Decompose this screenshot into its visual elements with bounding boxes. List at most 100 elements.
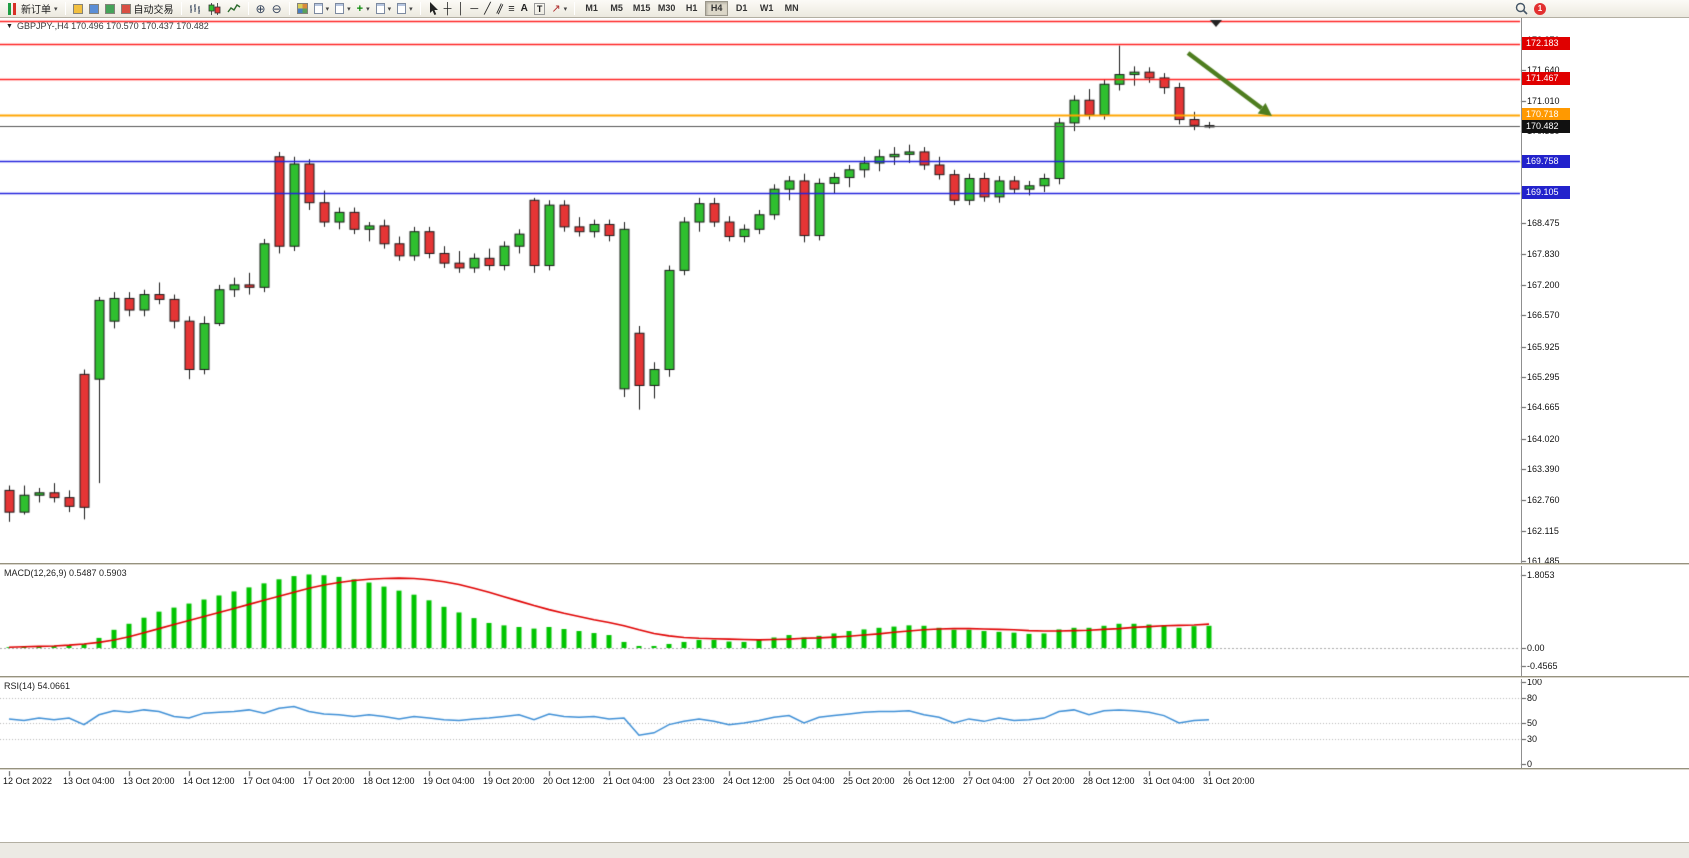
pane-separator[interactable] <box>0 768 1689 771</box>
new-chart-icon <box>313 3 323 14</box>
autotrading-button[interactable]: 自动交易 <box>118 1 177 17</box>
navigator-icon <box>104 3 115 14</box>
timeframe-MN[interactable]: MN <box>784 3 799 13</box>
one-click-trading-toggle-icon[interactable]: ▼ <box>6 22 13 30</box>
new-order-button[interactable]: 新订单 ▾ <box>3 1 61 17</box>
zoom-out-button[interactable]: ⊖ <box>269 1 285 17</box>
crosshair-button[interactable]: ┼ <box>441 1 455 17</box>
time-axis-label: 25 Oct 04:00 <box>783 776 835 786</box>
new-order-icon <box>6 2 18 15</box>
pane-separator[interactable] <box>0 563 1689 566</box>
periods-button[interactable]: ▾ <box>373 1 395 17</box>
vertical-line-button[interactable]: │ <box>454 1 467 17</box>
price-line-badge: 169.758 <box>1522 154 1570 168</box>
toolbar-separator <box>64 2 66 15</box>
timeframe-M30[interactable]: M30 <box>657 3 676 13</box>
symbol-ohlc-text: GBPJPY-,H4 170.496 170.570 170.437 170.4… <box>16 21 209 31</box>
search-icon[interactable] <box>1515 2 1528 15</box>
periods-icon <box>375 3 385 14</box>
line-chart-button[interactable] <box>224 1 244 17</box>
timeframe-M1[interactable]: M1 <box>585 3 598 13</box>
timeframes-toolbar: M1 M5 M15 M30 H1 H4 D1 W1 MN <box>579 1 804 16</box>
horizontal-line-button[interactable]: ─ <box>467 1 481 17</box>
trendline-button[interactable]: ╱ <box>481 1 494 17</box>
chevron-down-icon: ▾ <box>366 5 370 13</box>
candlestick-chart-button[interactable] <box>205 1 224 17</box>
timeframe-D1[interactable]: D1 <box>735 3 748 13</box>
channel-icon: ∥ <box>494 1 505 16</box>
indicators-button[interactable]: + ▾ <box>354 1 373 17</box>
chevron-down-icon: ▾ <box>347 5 351 13</box>
price-axis-label: 165.295 <box>1527 371 1560 382</box>
time-axis-label: 12 Oct 2022 <box>3 776 53 786</box>
price-axis-label: 164.665 <box>1527 402 1560 413</box>
chart-header: ▼ GBPJPY-,H4 170.496 170.570 170.437 170… <box>6 21 209 31</box>
new-chart-button[interactable]: ▾ <box>311 1 333 17</box>
rsi-axis-label: 50 <box>1527 718 1538 728</box>
pane-separator[interactable] <box>0 676 1689 679</box>
time-axis-label: 19 Oct 20:00 <box>483 776 535 786</box>
label-tool-button[interactable]: T <box>531 1 549 17</box>
time-axis-label: 27 Oct 20:00 <box>1023 776 1075 786</box>
market-watch-button[interactable] <box>70 1 86 17</box>
chevron-down-icon: ▾ <box>409 5 413 13</box>
time-axis-label: 21 Oct 04:00 <box>603 776 655 786</box>
bar-chart-button[interactable] <box>186 1 205 17</box>
chevron-down-icon: ▾ <box>563 5 568 13</box>
zoom-out-icon: ⊖ <box>271 1 282 16</box>
time-axis-label: 27 Oct 04:00 <box>963 776 1015 786</box>
timeframe-M5[interactable]: M5 <box>610 3 623 13</box>
text-tool-button[interactable]: A <box>518 1 531 17</box>
data-window-button[interactable] <box>86 1 102 17</box>
time-axis-label: 17 Oct 20:00 <box>303 776 355 786</box>
trendline-icon: ╱ <box>484 2 491 15</box>
toolbar-separator <box>180 2 182 15</box>
navigator-button[interactable] <box>102 1 118 17</box>
line-chart-icon <box>226 3 240 12</box>
price-axis-label: 161.485 <box>1527 556 1560 567</box>
arrows-tool-button[interactable]: ↗ ▾ <box>548 1 570 17</box>
tile-windows-button[interactable] <box>294 1 311 17</box>
toolbar-separator <box>419 2 421 15</box>
chevron-down-icon: ▾ <box>54 5 58 13</box>
timeframe-M15[interactable]: M15 <box>632 3 651 13</box>
notification-badge[interactable]: 1 <box>1534 2 1546 15</box>
macd-axis-label: 1.8053 <box>1527 570 1555 581</box>
timeframe-H4[interactable]: H4 <box>705 1 729 16</box>
price-axis-label: 166.570 <box>1527 310 1560 321</box>
fibonacci-button[interactable]: ≡ <box>505 1 517 17</box>
price-axis-border <box>1521 18 1522 771</box>
macd-pane-label: MACD(12,26,9) 0.5487 0.5903 <box>4 568 127 578</box>
time-axis-label: 13 Oct 20:00 <box>123 776 175 786</box>
channel-button[interactable]: ∥ <box>494 1 506 17</box>
arrows-tool-icon: ↗ <box>551 2 561 15</box>
rsi-pane-label: RSI(14) 54.0661 <box>4 681 71 691</box>
chevron-down-icon: ▾ <box>387 5 392 13</box>
candlestick-chart-icon <box>208 2 220 15</box>
time-axis-label: 14 Oct 12:00 <box>183 776 235 786</box>
price-line-badge: 171.467 <box>1522 72 1570 86</box>
crosshair-icon: ┼ <box>443 2 452 15</box>
toolbar-separator <box>247 2 249 15</box>
time-axis-label: 31 Oct 20:00 <box>1203 776 1255 786</box>
time-axis-label: 26 Oct 12:00 <box>903 776 955 786</box>
time-axis-label: 28 Oct 12:00 <box>1083 776 1135 786</box>
time-axis-label: 25 Oct 20:00 <box>843 776 895 786</box>
horizontal-line-icon: ─ <box>470 2 479 15</box>
time-axis-label: 20 Oct 12:00 <box>543 776 595 786</box>
price-axis-label: 167.200 <box>1527 279 1560 290</box>
market-watch-icon <box>72 3 83 14</box>
rsi-axis-label: 30 <box>1527 734 1538 745</box>
cursor-button[interactable] <box>425 1 441 17</box>
text-tool-icon: A <box>520 3 528 14</box>
label-tool-icon: T <box>533 2 546 15</box>
zoom-in-button[interactable]: ⊕ <box>253 1 269 17</box>
time-axis-label: 18 Oct 12:00 <box>363 776 415 786</box>
price-axis-label: 167.830 <box>1527 249 1560 260</box>
main-toolbar: 新订单 ▾ 自动交易 ⊕ ⊖ ▾ ▾ + ▾ ▾ ▾ <box>0 0 1689 18</box>
templates-button[interactable]: ▾ <box>394 1 416 17</box>
timeframe-W1[interactable]: W1 <box>759 3 774 13</box>
timeframe-H1[interactable]: H1 <box>685 3 698 13</box>
profiles-button[interactable]: ▾ <box>332 1 354 17</box>
